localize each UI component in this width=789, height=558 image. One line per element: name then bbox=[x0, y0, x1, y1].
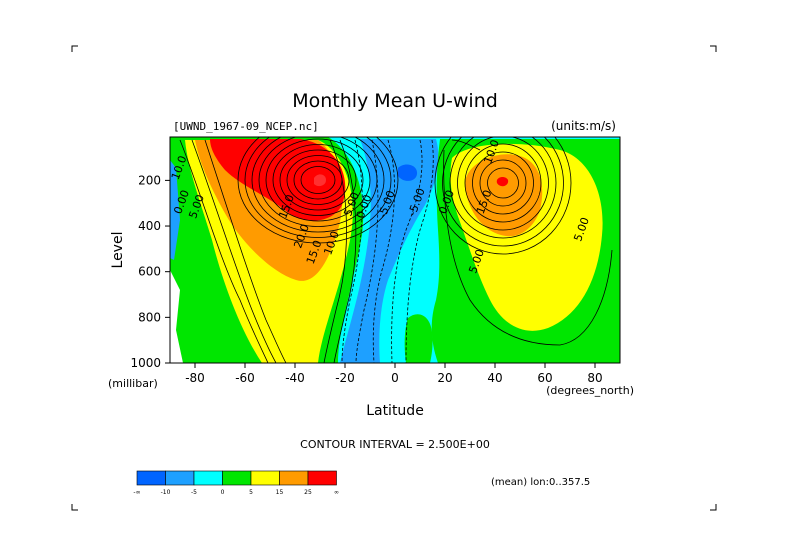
colorbar-swatch bbox=[307, 470, 337, 486]
colorbar-swatch bbox=[193, 470, 223, 486]
contour-easterly-line bbox=[405, 139, 434, 363]
corner-marks bbox=[71, 45, 717, 511]
x-tick-label: -20 bbox=[335, 371, 355, 385]
contour-south-jet bbox=[279, 149, 357, 211]
y-tick-label: 1000 bbox=[130, 356, 161, 370]
x-tick-label: 80 bbox=[587, 371, 602, 385]
colorbar-swatch bbox=[250, 470, 280, 486]
y-units-label: (millibar) bbox=[108, 377, 158, 390]
field-blue-tropics bbox=[340, 139, 439, 363]
contour-south-line bbox=[179, 139, 269, 363]
colorbar-swatch bbox=[165, 470, 195, 486]
contour-easterly-line bbox=[341, 139, 363, 363]
colorbar-label: 0 bbox=[221, 489, 225, 496]
chart-title: Monthly Mean U-wind bbox=[292, 90, 498, 112]
contour-south-jet bbox=[251, 137, 385, 233]
colorbar-label: 15 bbox=[276, 489, 284, 496]
field-missing-polar bbox=[170, 270, 183, 363]
field-cyan-eq-low bbox=[395, 345, 406, 363]
contour-south-jet bbox=[237, 137, 399, 244]
mean-note: (mean) lon:0..357.5 bbox=[491, 477, 590, 488]
contour-south-line bbox=[333, 139, 357, 363]
contour-south-line bbox=[323, 139, 347, 363]
field-red-south-core bbox=[314, 174, 326, 187]
y-axis-label: Level bbox=[110, 232, 126, 269]
contour-north-jet bbox=[479, 159, 527, 207]
units-label: (units:m/s) bbox=[551, 119, 616, 133]
y-tick-label: 400 bbox=[138, 219, 161, 233]
y-tick-label: 200 bbox=[138, 173, 161, 187]
plot-area bbox=[170, 137, 620, 363]
colorbar-label: -∞ bbox=[133, 489, 140, 496]
field-red-south bbox=[210, 139, 346, 221]
contour-south-line bbox=[204, 139, 287, 363]
contour-lines bbox=[179, 137, 613, 363]
contour-south-jet bbox=[244, 137, 392, 238]
field-blue-south-left bbox=[170, 160, 180, 260]
colorbar-swatch bbox=[136, 470, 166, 486]
contour-south-jet bbox=[300, 166, 336, 194]
contour-north-jet bbox=[464, 143, 542, 223]
colorbar: -∞ -10 -5 0 5 15 25 ∞ bbox=[133, 470, 339, 496]
contour-interval-note: CONTOUR INTERVAL = 2.500E+00 bbox=[300, 438, 490, 451]
x-tick-label: -40 bbox=[285, 371, 305, 385]
contour-north-line bbox=[443, 149, 613, 346]
field-blue-core bbox=[398, 164, 418, 181]
field-red-north bbox=[496, 177, 509, 187]
colorbar-label: 5 bbox=[249, 489, 253, 496]
contour-south-jet bbox=[286, 155, 350, 205]
contour-south-line bbox=[191, 139, 277, 363]
contour-easterly-line bbox=[391, 139, 423, 363]
field-orange-north bbox=[465, 154, 543, 237]
dataset-label: [UWND_1967-09_NCEP.nc] bbox=[173, 120, 319, 133]
colorbar-label: ∞ bbox=[334, 489, 339, 496]
colorbar-swatch bbox=[279, 470, 309, 486]
colorbar-label: -10 bbox=[161, 489, 171, 496]
y-tick-label: 800 bbox=[138, 310, 161, 324]
x-tick-label: 60 bbox=[537, 371, 552, 385]
x-tick-label: -60 bbox=[235, 371, 255, 385]
x-tick-label: 20 bbox=[437, 371, 452, 385]
contour-easterly-line bbox=[355, 139, 379, 363]
colorbar-label: 25 bbox=[304, 489, 312, 496]
contour-easterly-line bbox=[372, 139, 395, 363]
x-tick-label: 40 bbox=[487, 371, 502, 385]
x-units-label: (degrees_north) bbox=[546, 384, 634, 397]
colorbar-label: -5 bbox=[191, 489, 197, 496]
y-tick-label: 600 bbox=[138, 265, 161, 279]
field-green-eq-low bbox=[404, 314, 433, 363]
contour-south-jet bbox=[272, 144, 364, 216]
contour-north-jet bbox=[449, 137, 557, 239]
x-axis-label: Latitude bbox=[366, 403, 424, 419]
contour-north-jet bbox=[457, 137, 549, 231]
contour-north-line bbox=[451, 139, 481, 151]
x-axis: -80 -60 -40 -20 0 20 40 60 80 bbox=[185, 363, 603, 385]
x-tick-label: 0 bbox=[391, 371, 399, 385]
colorbar-swatch bbox=[222, 470, 252, 486]
contour-north-jet bbox=[487, 167, 519, 199]
contour-south-jet bbox=[265, 138, 371, 222]
contour-north-jet bbox=[472, 151, 534, 215]
contour-north-jet bbox=[442, 137, 564, 247]
x-tick-label: -80 bbox=[185, 371, 205, 385]
y-axis: 200 400 600 800 1000 bbox=[130, 173, 170, 370]
contour-north-jet bbox=[434, 137, 572, 255]
